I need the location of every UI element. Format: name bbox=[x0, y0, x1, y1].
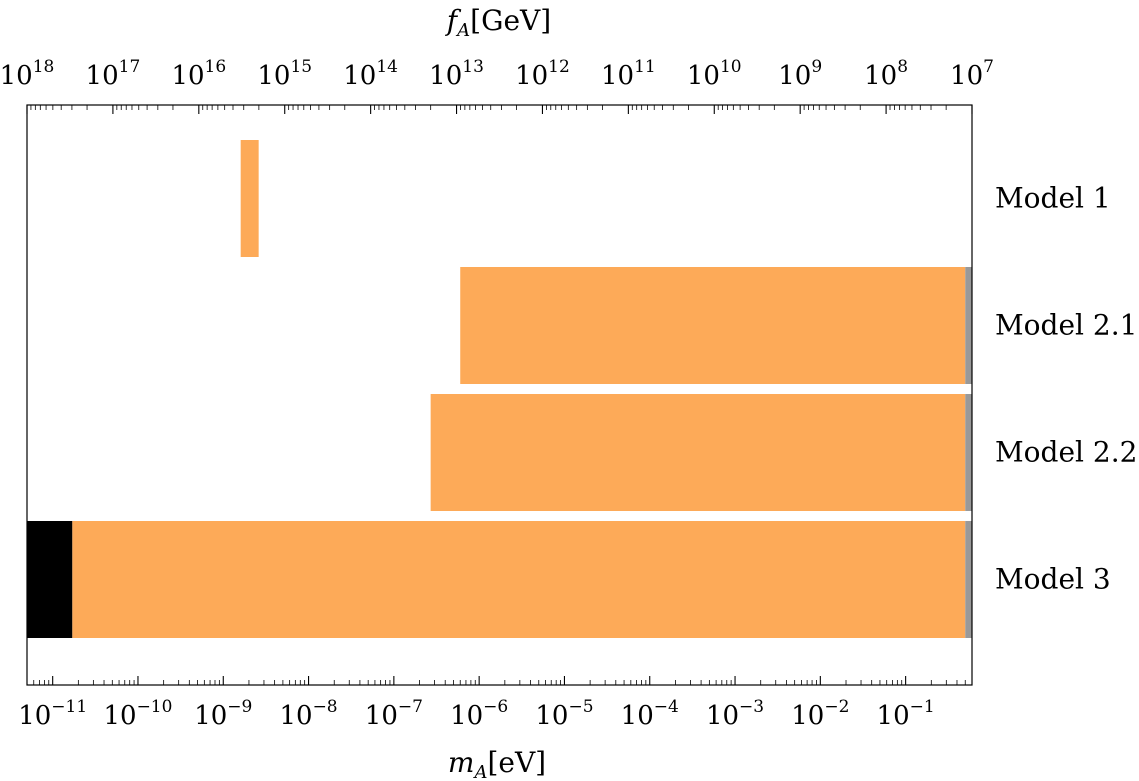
labels-layer: Model 1 Model 2.1 Model 2.2 Model 3 10−11 10−… bbox=[0, 57, 1137, 731]
top-tick-label: 109 bbox=[778, 57, 822, 91]
bar-segment-4-3 bbox=[965, 521, 972, 638]
bottom-tick-label: 10−8 bbox=[279, 697, 337, 731]
top-tick-label: 1012 bbox=[515, 57, 570, 91]
bottom-tick-label: 10−9 bbox=[194, 697, 252, 731]
bottom-tick-label: 10−6 bbox=[450, 697, 508, 731]
top-tick-label: 1018 bbox=[0, 57, 54, 91]
bottom-axis-title: mA[eV] bbox=[448, 746, 546, 781]
bar-segment-2-1 bbox=[460, 267, 966, 384]
bar-segment-3-1 bbox=[430, 394, 966, 511]
category-label-4: Model 3 bbox=[995, 563, 1111, 596]
category-label-2: Model 2.1 bbox=[995, 309, 1137, 342]
ticks-layer bbox=[26, 105, 973, 685]
top-tick-label: 1013 bbox=[429, 57, 484, 91]
bottom-tick-label: 10−11 bbox=[18, 697, 87, 731]
top-tick-label: 1017 bbox=[86, 57, 141, 91]
bars-layer bbox=[27, 140, 972, 638]
bar-segment-4-1 bbox=[27, 521, 73, 638]
top-tick-label: 1011 bbox=[601, 57, 656, 91]
category-label-3: Model 2.2 bbox=[995, 436, 1137, 469]
top-tick-label: 107 bbox=[950, 57, 994, 91]
top-tick-label: 108 bbox=[864, 57, 908, 91]
bottom-tick-label: 10−1 bbox=[877, 697, 935, 731]
top-tick-label: 1016 bbox=[171, 57, 226, 91]
bar-segment-1-1 bbox=[240, 140, 259, 257]
bottom-tick-label: 10−4 bbox=[621, 697, 679, 731]
bar-segment-2-2 bbox=[965, 267, 972, 384]
category-label-1: Model 1 bbox=[995, 182, 1111, 215]
top-axis-title: fA[GeV] bbox=[445, 4, 551, 41]
bottom-tick-label: 10−5 bbox=[535, 697, 593, 731]
bottom-tick-label: 10−10 bbox=[103, 697, 172, 731]
bottom-tick-label: 10−2 bbox=[791, 697, 849, 731]
bar-segment-4-2 bbox=[72, 521, 966, 638]
plot-frame bbox=[26, 104, 973, 686]
bar-segment-3-2 bbox=[965, 394, 972, 511]
top-tick-label: 1010 bbox=[687, 57, 742, 91]
top-tick-label: 1015 bbox=[257, 57, 312, 91]
top-tick-label: 1014 bbox=[343, 57, 398, 91]
bottom-tick-label: 10−7 bbox=[365, 697, 423, 731]
bottom-tick-label: 10−3 bbox=[706, 697, 764, 731]
